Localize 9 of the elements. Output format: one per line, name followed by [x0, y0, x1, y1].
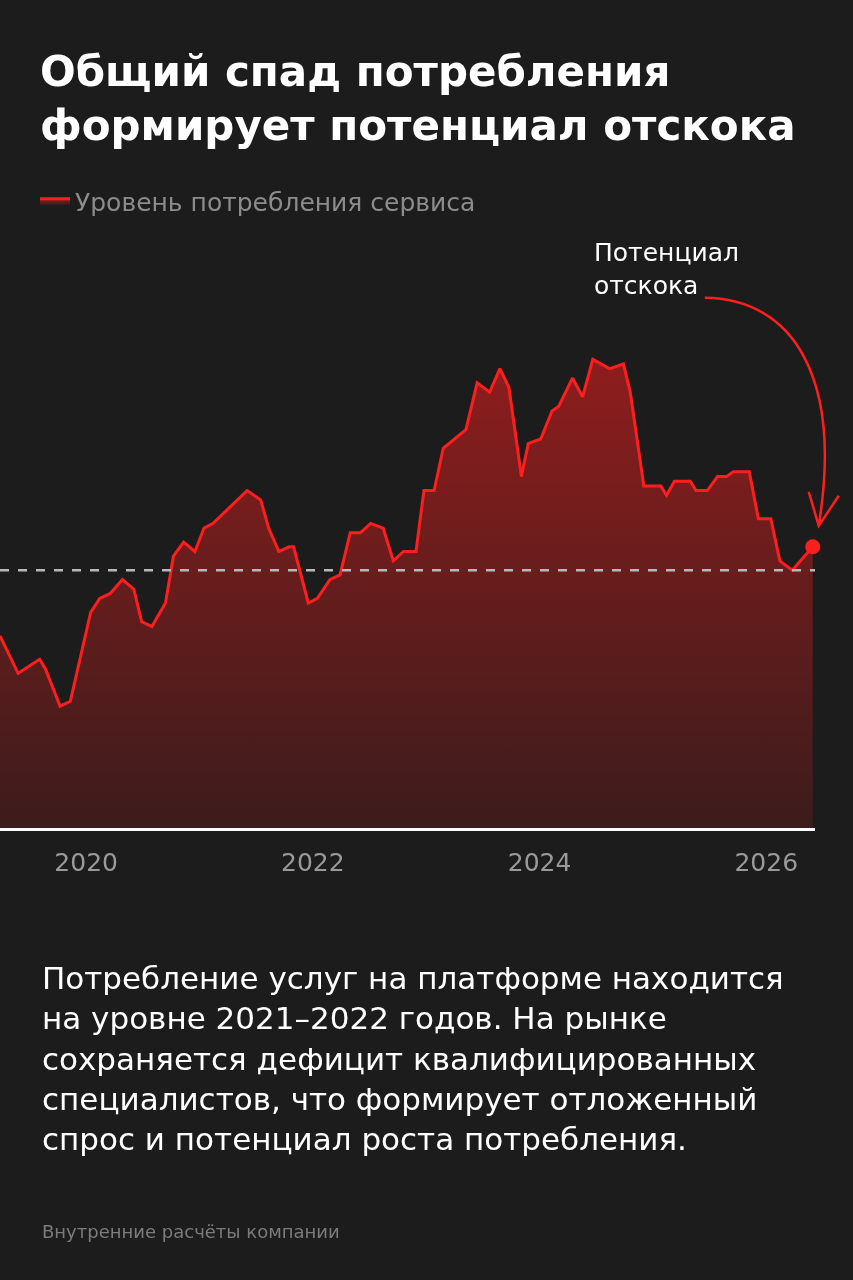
- x-tick-label: 2022: [281, 848, 345, 877]
- x-tick-label: 2026: [734, 848, 799, 877]
- x-tick-label: 2020: [54, 848, 118, 877]
- x-tick-label: 2024: [507, 848, 572, 877]
- chart-title: Общий спад потребления формирует потенциал отскока: [40, 46, 796, 151]
- text: Внутренние расчёты компании: [42, 1221, 340, 1242]
- text: Потенциал отскока: [594, 238, 739, 300]
- legend-label: Уровень потребления сервиса: [75, 187, 476, 217]
- text: Потребление услуг на платформе находится на уровне 2021–2022 годов. На рынке сохраняется дефицит квалифицированных специалистов, что формирует отложенный спрос и потенциал роста потребления.: [42, 960, 784, 1158]
